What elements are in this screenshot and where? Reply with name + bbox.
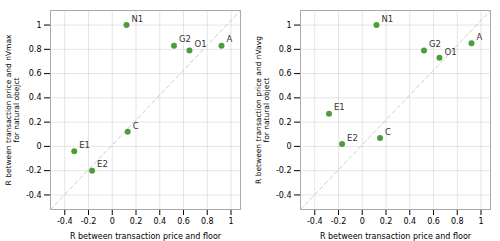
svg-text:0.2: 0.2: [279, 118, 292, 127]
svg-text:E1: E1: [334, 102, 345, 112]
svg-text:G2: G2: [179, 34, 191, 44]
svg-text:R between transaction price an: R between transaction price and nVmaxfor…: [4, 34, 21, 185]
svg-text:0.8: 0.8: [201, 217, 214, 226]
svg-text:0.4: 0.4: [29, 93, 42, 102]
svg-text:A: A: [477, 32, 483, 42]
svg-text:0.6: 0.6: [29, 69, 42, 78]
svg-text:0.8: 0.8: [279, 45, 292, 54]
svg-text:E2: E2: [347, 133, 358, 143]
svg-text:E1: E1: [79, 140, 90, 150]
svg-text:0: 0: [110, 217, 115, 226]
svg-text:-0.2: -0.2: [276, 166, 292, 175]
svg-text:-0.2: -0.2: [81, 217, 97, 226]
svg-text:C: C: [133, 121, 139, 131]
svg-text:0.2: 0.2: [380, 217, 393, 226]
svg-text:N1: N1: [132, 14, 144, 24]
svg-text:0.6: 0.6: [279, 69, 292, 78]
svg-text:1: 1: [36, 21, 41, 30]
svg-text:-0.2: -0.2: [331, 217, 347, 226]
svg-text:-0.4: -0.4: [57, 217, 73, 226]
svg-text:-0.2: -0.2: [26, 166, 42, 175]
svg-text:1: 1: [478, 217, 483, 226]
svg-text:0.2: 0.2: [29, 118, 42, 127]
svg-text:0.4: 0.4: [279, 93, 292, 102]
svg-text:-0.4: -0.4: [26, 190, 42, 199]
svg-text:1: 1: [286, 21, 291, 30]
svg-text:0.8: 0.8: [451, 217, 464, 226]
svg-text:E2: E2: [97, 159, 108, 169]
svg-text:0.4: 0.4: [153, 217, 166, 226]
svg-text:-0.4: -0.4: [307, 217, 323, 226]
svg-text:0.4: 0.4: [403, 217, 416, 226]
svg-text:-0.4: -0.4: [276, 190, 292, 199]
svg-text:0.6: 0.6: [177, 217, 190, 226]
svg-text:R between transaction price an: R between transaction price and floor: [70, 232, 222, 241]
svg-text:1: 1: [228, 217, 233, 226]
svg-text:G2: G2: [429, 39, 441, 49]
svg-text:0: 0: [360, 217, 365, 226]
svg-text:N1: N1: [382, 14, 394, 24]
svg-text:0.2: 0.2: [130, 217, 143, 226]
svg-text:0.6: 0.6: [427, 217, 440, 226]
svg-text:0: 0: [286, 142, 291, 151]
svg-text:R between transaction price an: R between transaction price and nVavgfor…: [254, 36, 271, 184]
svg-text:O1: O1: [444, 47, 456, 57]
svg-text:A: A: [227, 34, 233, 44]
svg-text:C: C: [385, 127, 391, 137]
svg-text:R between transaction price an: R between transaction price and floor: [320, 232, 472, 241]
svg-text:0.8: 0.8: [29, 45, 42, 54]
svg-text:0: 0: [36, 142, 41, 151]
svg-text:O1: O1: [194, 39, 206, 49]
